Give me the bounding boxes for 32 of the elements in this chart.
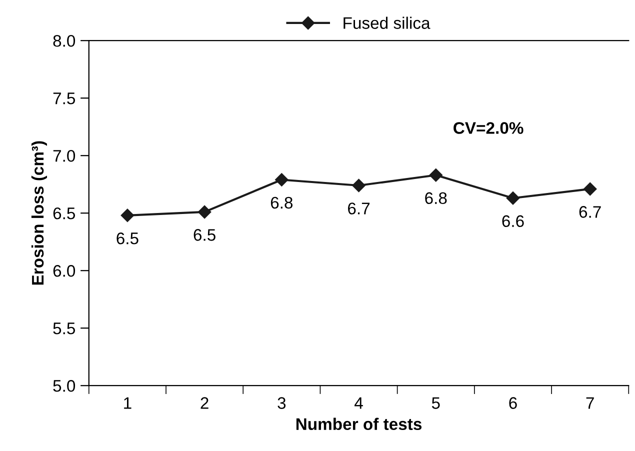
- data-label: 6.5: [116, 232, 138, 244]
- y-axis-title: Erosion loss (cm³): [31, 141, 47, 285]
- x-axis-title: Number of tests: [296, 418, 422, 430]
- y-tick-label: 6.0: [53, 265, 76, 277]
- data-label: 6.7: [579, 206, 601, 218]
- data-label: 6.8: [270, 196, 293, 209]
- point: [352, 178, 366, 192]
- point: [584, 182, 597, 196]
- point: [120, 208, 134, 222]
- point: [275, 173, 288, 186]
- y-tick-label: 5.5: [53, 322, 76, 334]
- data-label: 6.8: [425, 192, 447, 204]
- x-tick-label: 4: [354, 397, 363, 409]
- data-label: 6.7: [348, 202, 370, 214]
- point: [429, 168, 442, 182]
- x-tick-label: 1: [124, 397, 132, 409]
- y-tick-label: 8.0: [53, 34, 76, 47]
- x-tick-label: 3: [278, 397, 286, 409]
- y-tick-label: 7.5: [53, 92, 76, 104]
- y-tick-label: 6.5: [53, 208, 76, 220]
- point: [198, 205, 212, 219]
- data-label: 6.6: [502, 215, 524, 228]
- y-tick-label: 5.0: [53, 380, 76, 392]
- x-tick-label: 6: [509, 397, 517, 409]
- data-label: 6.5: [194, 229, 216, 241]
- point: [506, 192, 520, 205]
- x-tick-label: 2: [200, 397, 208, 409]
- annotation: CV=2.0%: [454, 122, 524, 134]
- legend-label: Fused silica: [344, 16, 430, 29]
- x-tick-label: 5: [432, 397, 440, 409]
- y-tick-label: 7.0: [53, 150, 76, 162]
- x-tick-label: 7: [586, 397, 594, 409]
